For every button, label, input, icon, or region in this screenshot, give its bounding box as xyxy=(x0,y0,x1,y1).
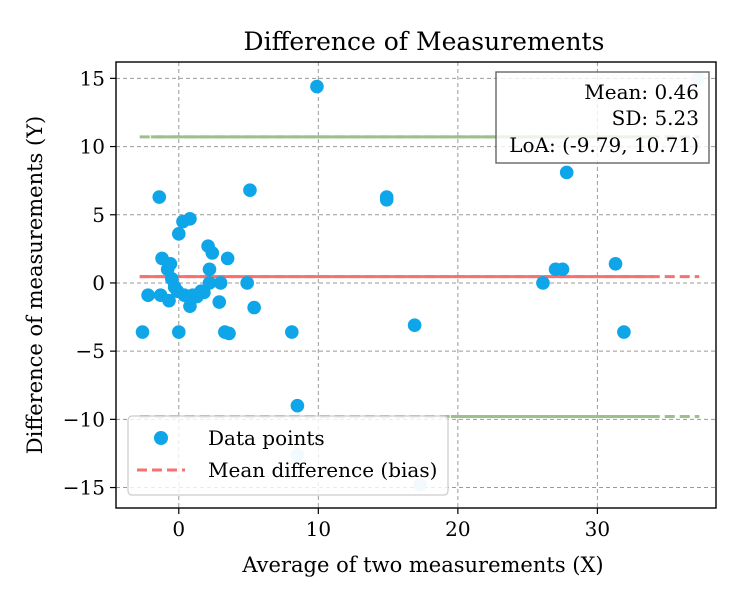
data-point xyxy=(202,262,217,277)
x-tick-label: 20 xyxy=(445,517,470,541)
stats-sd: SD: 5.23 xyxy=(612,106,699,130)
y-tick-label: −15 xyxy=(63,476,105,500)
data-point xyxy=(608,257,623,271)
legend-label-mean-difference: Mean difference (bias) xyxy=(208,458,437,482)
x-tick-label: 10 xyxy=(306,517,331,541)
reference-lines xyxy=(139,135,700,418)
data-point xyxy=(162,293,176,308)
x-axis-label: Average of two measurements (X) xyxy=(241,553,603,577)
data-point xyxy=(555,262,570,277)
y-tick-label: 15 xyxy=(80,66,105,90)
y-tick-label: −10 xyxy=(63,407,105,431)
data-points xyxy=(135,71,705,492)
chart-title: Difference of Measurements xyxy=(244,27,605,56)
y-axis-label: Difference of measurements (Y) xyxy=(23,116,47,454)
y-tick-label: 5 xyxy=(92,203,105,227)
data-point xyxy=(559,165,574,180)
data-point xyxy=(141,288,155,303)
stats-box-frame xyxy=(495,71,710,164)
data-point xyxy=(220,251,235,266)
data-point xyxy=(310,79,324,94)
data-point xyxy=(183,299,197,313)
data-point xyxy=(205,246,220,260)
data-point xyxy=(243,183,257,198)
data-point xyxy=(285,325,299,339)
data-point xyxy=(617,325,631,339)
data-point xyxy=(202,276,217,290)
data-point xyxy=(212,295,227,309)
x-tick-label: 30 xyxy=(585,517,610,541)
plot-frame xyxy=(115,61,717,509)
y-tick-label: −5 xyxy=(76,339,105,363)
data-point xyxy=(222,326,236,341)
axis-ticks: 0 10 20 30 −15 −10 −5 0 5 10 15 xyxy=(63,66,610,541)
stats-mean: Mean: 0.46 xyxy=(584,80,699,104)
x-tick-label: 0 xyxy=(172,517,185,541)
y-tick-label: 10 xyxy=(80,135,105,159)
data-point xyxy=(171,325,186,339)
data-point xyxy=(407,318,422,333)
data-point xyxy=(183,212,197,226)
legend-frame xyxy=(127,415,449,496)
data-point xyxy=(135,325,150,339)
data-point xyxy=(152,190,167,204)
data-point xyxy=(379,192,394,207)
data-point xyxy=(171,227,186,241)
legend-marker-data-points xyxy=(154,431,168,445)
stats-loa: LoA: (-9.79, 10.71) xyxy=(509,133,699,157)
stats-box: Mean: 0.46 SD: 5.23 LoA: (-9.79, 10.71) xyxy=(495,71,710,164)
y-tick-label: 0 xyxy=(92,271,105,295)
data-point xyxy=(247,300,261,315)
data-point xyxy=(213,276,228,290)
data-point xyxy=(290,398,305,413)
legend-label-data-points: Data points xyxy=(208,426,325,450)
data-point xyxy=(536,276,550,290)
data-point xyxy=(240,276,254,290)
legend: Data points Mean difference (bias) xyxy=(127,415,449,496)
data-point xyxy=(163,257,178,271)
